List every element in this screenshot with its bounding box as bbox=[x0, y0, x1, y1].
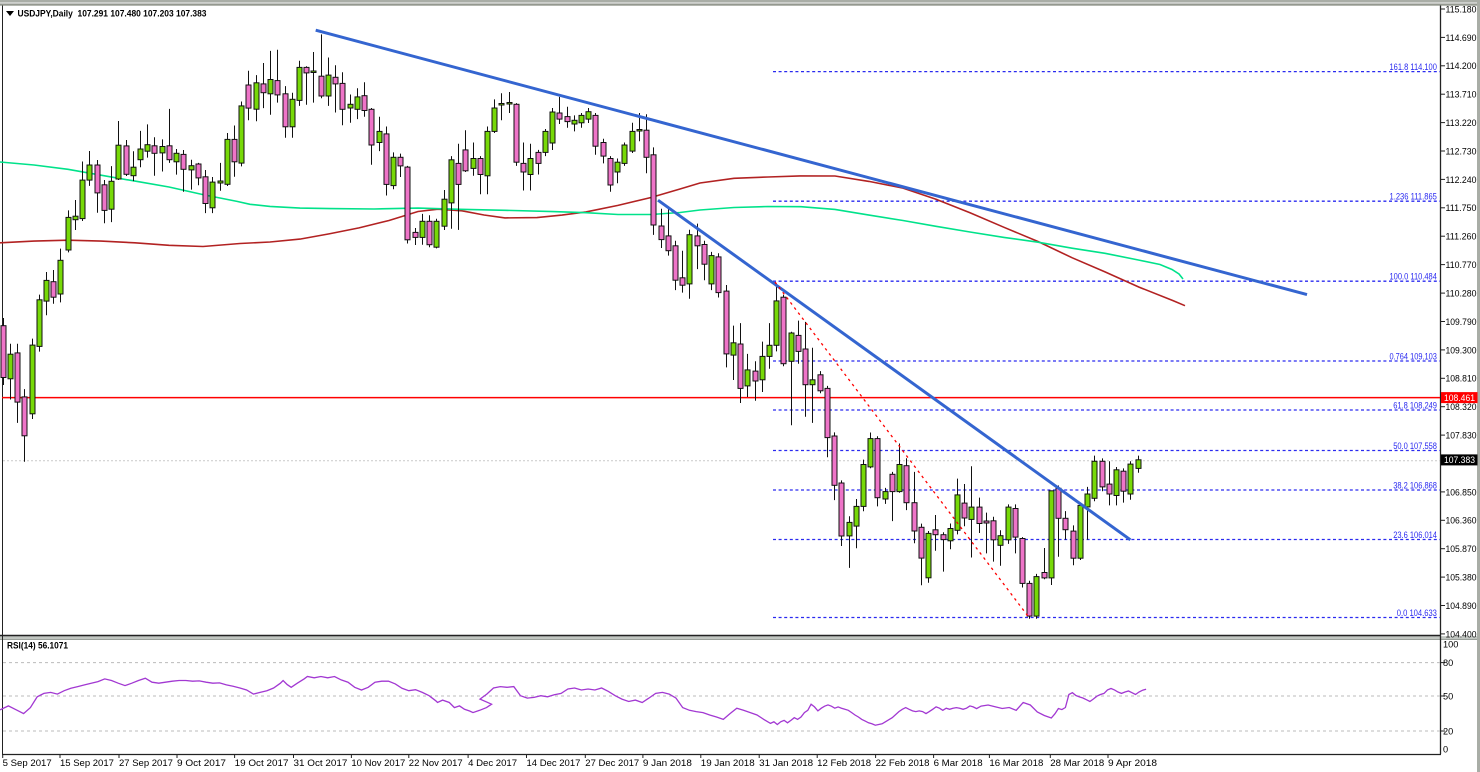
svg-text:27 Sep 2017: 27 Sep 2017 bbox=[119, 758, 173, 768]
svg-text:1.236 111.865: 1.236 111.865 bbox=[1390, 192, 1437, 202]
svg-text:107.383: 107.383 bbox=[1444, 455, 1475, 465]
svg-text:9 Jan 2018: 9 Jan 2018 bbox=[643, 758, 692, 768]
svg-text:104.890: 104.890 bbox=[1446, 601, 1477, 611]
svg-text:104.400: 104.400 bbox=[1446, 629, 1477, 639]
svg-text:0.764 109.103: 0.764 109.103 bbox=[1390, 352, 1437, 362]
svg-text:112.240: 112.240 bbox=[1446, 175, 1477, 185]
svg-text:15 Sep 2017: 15 Sep 2017 bbox=[60, 758, 114, 768]
svg-text:113.710: 113.710 bbox=[1446, 90, 1477, 100]
svg-text:108.320: 108.320 bbox=[1446, 402, 1477, 412]
svg-text:161.8 114.100: 161.8 114.100 bbox=[1390, 62, 1437, 72]
svg-text:111.260: 111.260 bbox=[1446, 232, 1477, 242]
svg-text:USDJPY,Daily 107.291 107.480: USDJPY,Daily 107.291 107.480 107.203 107… bbox=[18, 8, 207, 19]
svg-text:5 Sep 2017: 5 Sep 2017 bbox=[3, 758, 52, 768]
svg-text:100.0 110.484: 100.0 110.484 bbox=[1390, 272, 1437, 282]
svg-text:111.750: 111.750 bbox=[1446, 203, 1477, 213]
svg-text:4 Dec 2017: 4 Dec 2017 bbox=[468, 758, 517, 768]
svg-text:6 Mar 2018: 6 Mar 2018 bbox=[934, 758, 983, 768]
svg-text:112.730: 112.730 bbox=[1446, 146, 1477, 156]
svg-text:10 Nov 2017: 10 Nov 2017 bbox=[351, 758, 405, 768]
svg-text:114.200: 114.200 bbox=[1446, 61, 1477, 71]
svg-text:16 Mar 2018: 16 Mar 2018 bbox=[989, 758, 1043, 768]
svg-text:0: 0 bbox=[1443, 744, 1448, 754]
svg-text:28 Mar 2018: 28 Mar 2018 bbox=[1050, 758, 1104, 768]
svg-text:105.870: 105.870 bbox=[1446, 544, 1477, 554]
svg-text:106.360: 106.360 bbox=[1446, 516, 1477, 526]
svg-text:113.220: 113.220 bbox=[1446, 118, 1477, 128]
svg-text:61.8 108.249: 61.8 108.249 bbox=[1393, 401, 1437, 411]
svg-text:RSI(14) 56.1071: RSI(14) 56.1071 bbox=[7, 640, 68, 651]
svg-text:50: 50 bbox=[1443, 691, 1453, 701]
svg-text:110.770: 110.770 bbox=[1446, 260, 1477, 270]
svg-text:115.180: 115.180 bbox=[1446, 4, 1477, 14]
svg-text:9 Apr 2018: 9 Apr 2018 bbox=[1108, 758, 1157, 768]
svg-text:19 Oct 2017: 19 Oct 2017 bbox=[235, 758, 289, 768]
svg-text:114.690: 114.690 bbox=[1446, 33, 1477, 43]
svg-text:80: 80 bbox=[1443, 658, 1453, 668]
svg-text:27 Dec 2017: 27 Dec 2017 bbox=[585, 758, 639, 768]
svg-text:100: 100 bbox=[1443, 639, 1458, 649]
svg-text:109.790: 109.790 bbox=[1446, 317, 1477, 327]
svg-text:19 Jan 2018: 19 Jan 2018 bbox=[701, 758, 755, 768]
svg-text:22 Nov 2017: 22 Nov 2017 bbox=[409, 758, 463, 768]
svg-text:110.280: 110.280 bbox=[1446, 288, 1477, 298]
svg-text:108.810: 108.810 bbox=[1446, 374, 1477, 384]
svg-text:9 Oct 2017: 9 Oct 2017 bbox=[177, 758, 226, 768]
svg-text:20: 20 bbox=[1443, 726, 1453, 736]
svg-text:109.300: 109.300 bbox=[1446, 345, 1477, 355]
svg-text:106.850: 106.850 bbox=[1446, 487, 1477, 497]
svg-text:12 Feb 2018: 12 Feb 2018 bbox=[817, 758, 871, 768]
svg-text:107.830: 107.830 bbox=[1446, 431, 1477, 441]
svg-text:23.6 106.014: 23.6 106.014 bbox=[1393, 530, 1437, 540]
svg-text:105.380: 105.380 bbox=[1446, 573, 1477, 583]
svg-text:31 Jan 2018: 31 Jan 2018 bbox=[759, 758, 813, 768]
svg-text:31 Oct 2017: 31 Oct 2017 bbox=[294, 758, 348, 768]
svg-text:108.461: 108.461 bbox=[1444, 393, 1475, 403]
svg-text:0.0 104.633: 0.0 104.633 bbox=[1397, 608, 1437, 618]
svg-text:14 Dec 2017: 14 Dec 2017 bbox=[527, 758, 581, 768]
svg-text:22 Feb 2018: 22 Feb 2018 bbox=[876, 758, 930, 768]
svg-text:50.0 107.558: 50.0 107.558 bbox=[1393, 441, 1437, 451]
svg-text:38.2 106.868: 38.2 106.868 bbox=[1393, 481, 1437, 491]
